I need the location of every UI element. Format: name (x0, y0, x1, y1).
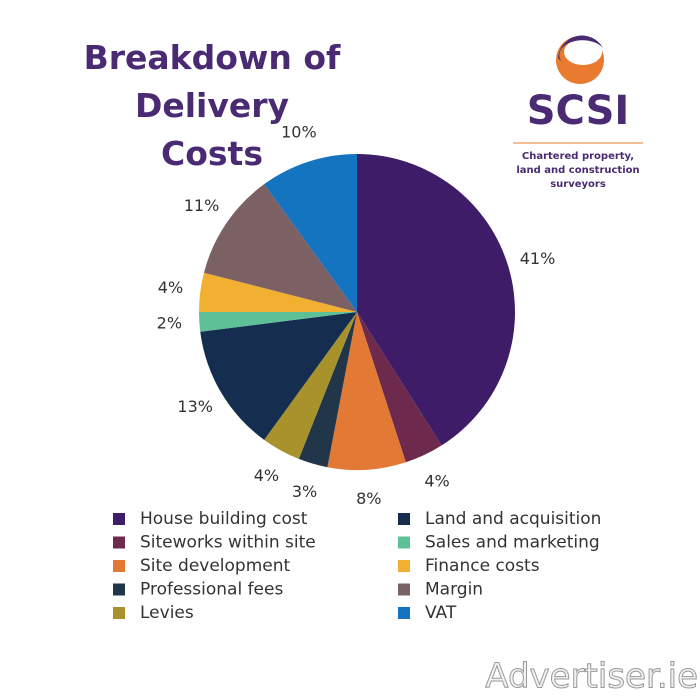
logo-tagline: Chartered property, land and constructio… (516, 151, 640, 190)
value-label: 3% (292, 482, 317, 501)
legend-label: Margin (425, 580, 483, 600)
value-label: 41% (520, 249, 556, 268)
pie-slice (199, 312, 357, 332)
value-label: 10% (281, 123, 317, 142)
pie-slice (327, 312, 406, 471)
legend-swatch (398, 560, 410, 572)
value-label: 13% (177, 397, 213, 416)
value-label: 2% (157, 313, 182, 332)
logo-name: SCSI (527, 88, 630, 134)
legend-swatch (398, 583, 410, 596)
pie-slice (264, 312, 357, 459)
value-label: 8% (356, 489, 381, 508)
logo-mark (556, 35, 604, 84)
legend-swatch (113, 607, 125, 619)
pie-slice (203, 184, 357, 312)
watermark: Advertiser.ie (485, 657, 698, 697)
legend-swatch (398, 513, 410, 525)
pie-slice (357, 312, 442, 463)
chart-title: Breakdown of Delivery Costs (83, 38, 341, 173)
legend-label: Professional fees (140, 580, 283, 600)
pie-slice (298, 312, 357, 468)
legend-label: Levies (140, 603, 194, 623)
pie-slice (199, 272, 357, 312)
legend-label: Siteworks within site (140, 533, 316, 553)
legend-label: Site development (140, 556, 291, 576)
legend-label: Sales and marketing (425, 533, 600, 553)
legend-swatch (113, 536, 125, 549)
legend-swatch (113, 583, 125, 596)
legend-label: House building cost (140, 509, 308, 529)
value-label: 4% (424, 472, 449, 491)
pie-slice (264, 154, 357, 312)
value-label: 4% (158, 278, 183, 297)
legend-swatch (113, 560, 125, 572)
pie-slice (200, 312, 357, 440)
value-label: 4% (254, 466, 279, 485)
legend-label: VAT (425, 603, 457, 623)
legend-swatch (398, 607, 410, 619)
legend-label: Finance costs (425, 556, 540, 576)
legend-label: Land and acquisition (425, 509, 601, 529)
legend-swatch (398, 536, 410, 549)
value-label: 11% (184, 196, 220, 215)
legend-swatch (113, 513, 125, 525)
pie-slice (357, 154, 515, 446)
